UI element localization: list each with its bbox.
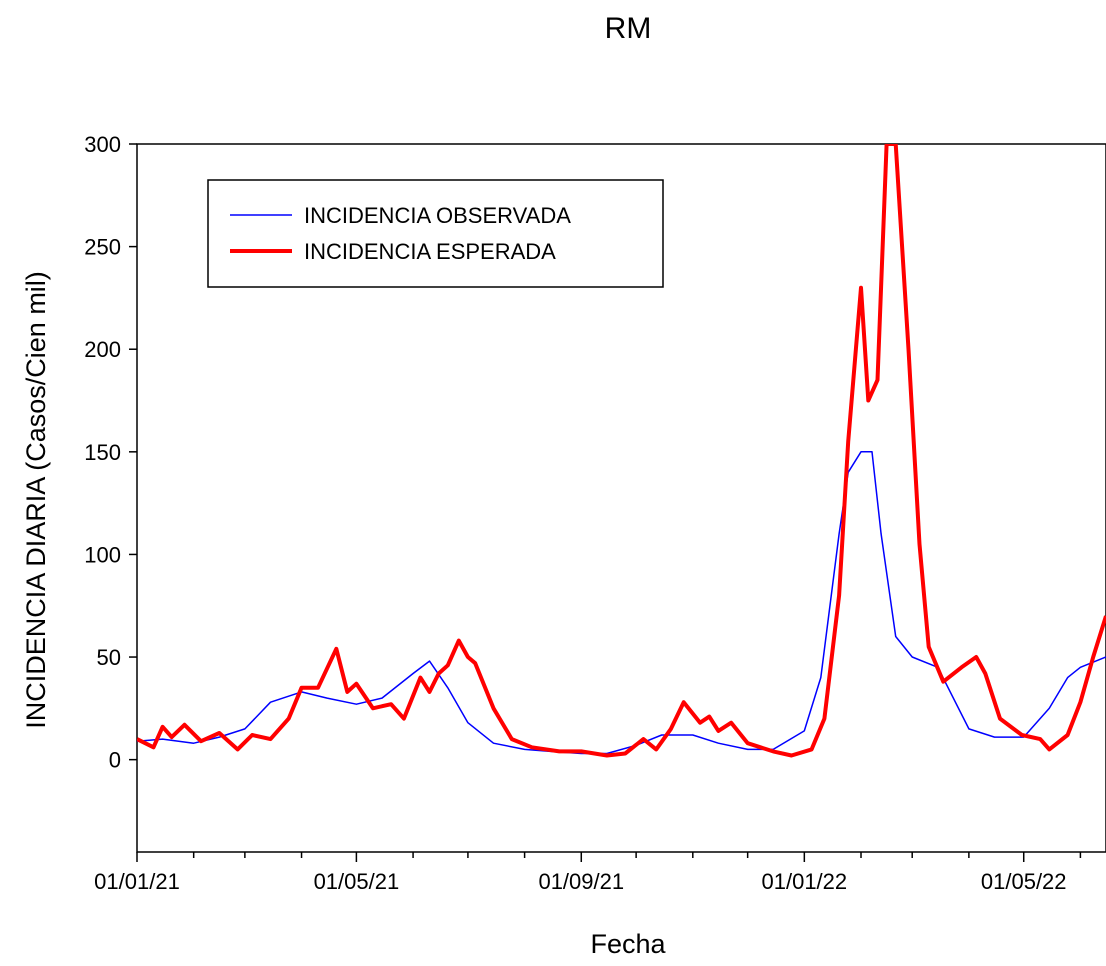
x-tick-label-3: 01/01/22 xyxy=(762,869,848,894)
x-tick-label-0: 01/01/21 xyxy=(94,869,180,894)
y-tick-label-50: 50 xyxy=(97,645,121,670)
plot-frame xyxy=(136,143,1106,853)
legend: INCIDENCIA OBSERVADA INCIDENCIA ESPERADA xyxy=(207,179,664,288)
x-tick-label-4: 01/05/22 xyxy=(981,869,1067,894)
y-tick-label-200: 200 xyxy=(84,337,121,362)
chart-title: RM xyxy=(605,12,652,45)
legend-label-esperada: INCIDENCIA ESPERADA xyxy=(304,239,556,264)
series-layer xyxy=(137,144,1106,758)
y-tick-label-250: 250 xyxy=(84,235,121,260)
x-axis-ticks: 01/01/21 01/05/21 01/09/21 01/01/22 01/05/22 xyxy=(94,852,1082,894)
y-tick-label-0: 0 xyxy=(109,748,121,773)
y-tick-label-300: 300 xyxy=(84,132,121,157)
legend-label-observada: INCIDENCIA OBSERVADA xyxy=(304,203,571,228)
y-axis-title: INCIDENCIA DIARIA (Casos/Cien mil) xyxy=(21,271,51,729)
y-tick-label-150: 150 xyxy=(84,440,121,465)
x-tick-label-1: 01/05/21 xyxy=(314,869,400,894)
y-axis-ticks: 0 50 100 150 200 250 300 xyxy=(84,132,137,773)
x-axis-title: Fecha xyxy=(590,929,666,959)
series-line-1 xyxy=(137,144,1106,758)
series-line-0 xyxy=(137,451,1106,755)
legend-box xyxy=(207,179,664,288)
y-tick-label-100: 100 xyxy=(84,542,121,567)
x-tick-label-2: 01/09/21 xyxy=(538,869,624,894)
